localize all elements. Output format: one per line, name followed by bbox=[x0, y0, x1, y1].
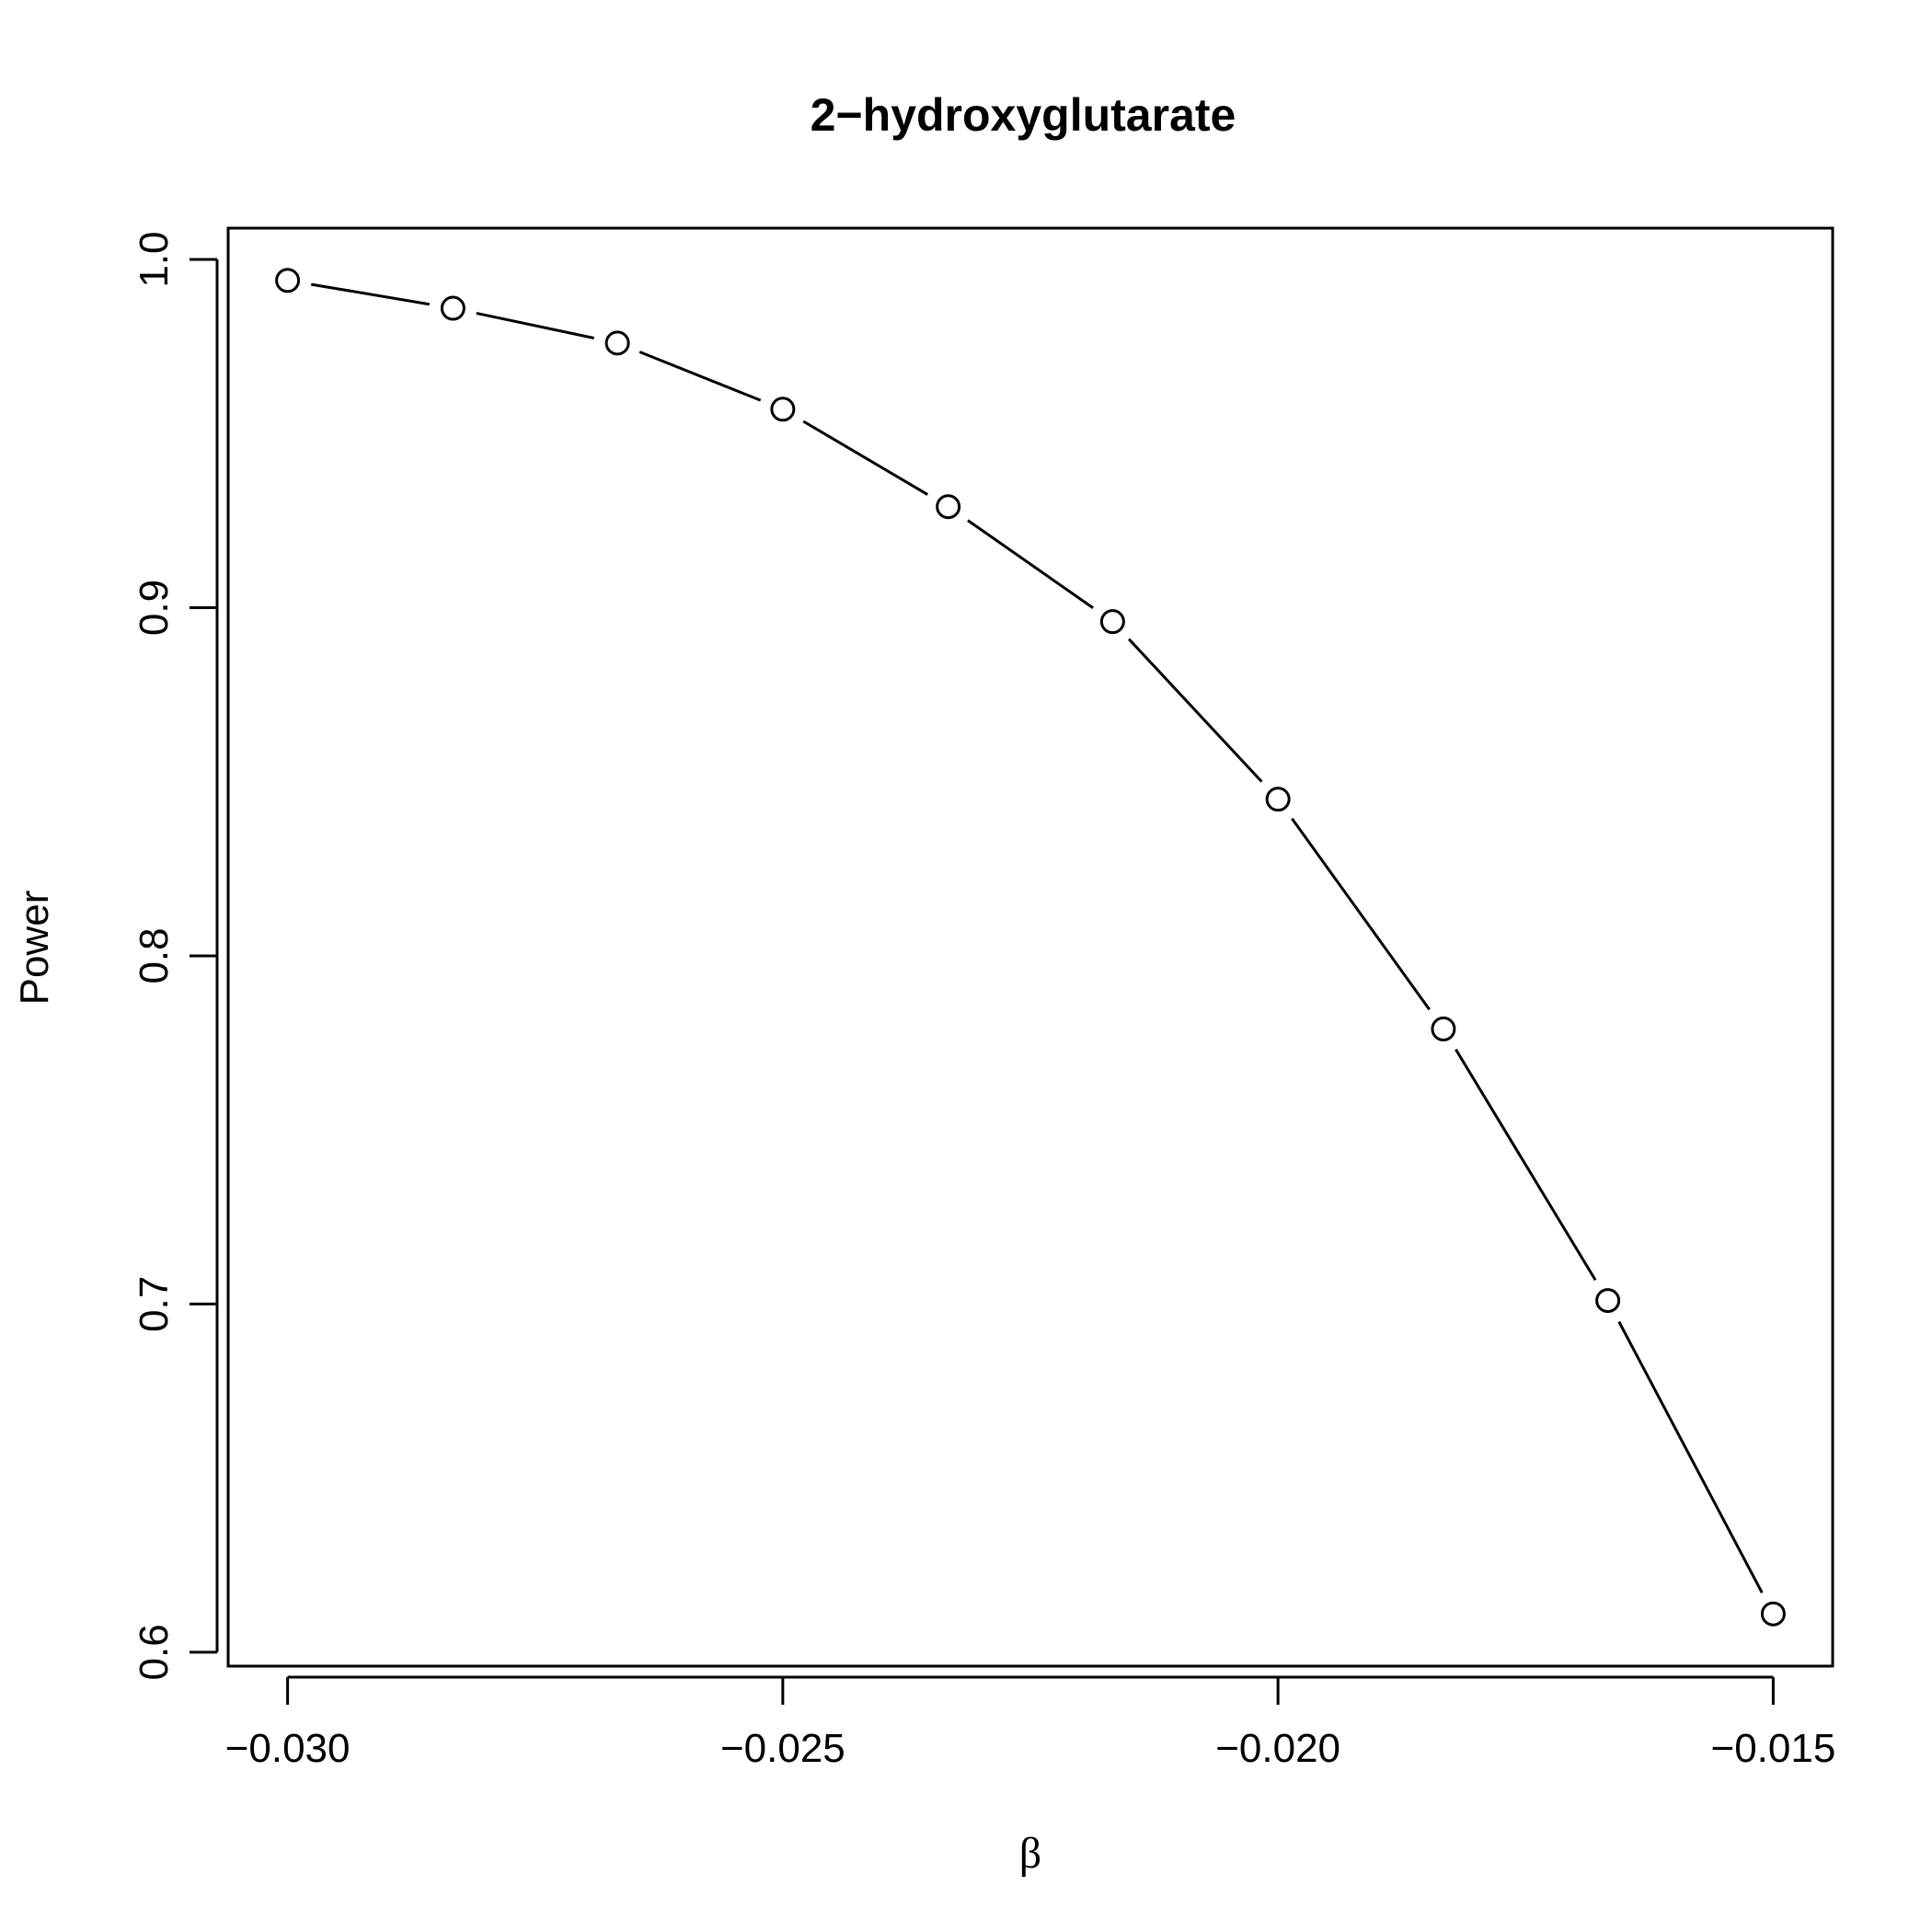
data-point bbox=[1595, 1288, 1621, 1314]
data-point bbox=[770, 397, 796, 422]
y-tick-label: 0.8 bbox=[132, 927, 177, 983]
data-point bbox=[1265, 787, 1291, 812]
x-tick-label: −0.015 bbox=[1711, 1726, 1836, 1771]
series bbox=[275, 268, 1786, 1627]
line-segment bbox=[1291, 817, 1431, 1011]
data-point bbox=[936, 494, 961, 520]
data-point bbox=[275, 268, 301, 293]
line-segment bbox=[476, 311, 594, 339]
line-segment bbox=[802, 420, 929, 496]
x-tick-label: −0.025 bbox=[720, 1726, 845, 1771]
line-segment bbox=[967, 519, 1094, 609]
line-segment bbox=[638, 351, 762, 402]
y-axis-label: Power bbox=[12, 891, 57, 1006]
x-tick-label: −0.030 bbox=[225, 1726, 351, 1771]
y-tick-label: 0.9 bbox=[132, 580, 177, 636]
y-axis: 0.6 0.7 0.8 0.9 1.0 bbox=[132, 231, 219, 1680]
line-segment bbox=[310, 282, 430, 306]
data-point bbox=[1099, 609, 1125, 635]
plot-frame bbox=[226, 226, 1834, 1668]
data-point bbox=[1431, 1016, 1456, 1041]
line-segment bbox=[1127, 638, 1263, 783]
line-segment bbox=[1455, 1048, 1597, 1282]
data-point bbox=[1760, 1601, 1786, 1627]
y-tick-label: 1.0 bbox=[132, 231, 177, 287]
line-segment bbox=[1617, 1320, 1764, 1593]
data-point bbox=[604, 330, 630, 356]
x-axis: −0.030 −0.025 −0.020 −0.015 bbox=[225, 1675, 1836, 1771]
y-tick-label: 0.6 bbox=[132, 1624, 177, 1680]
y-tick-label: 0.7 bbox=[132, 1276, 177, 1332]
x-tick-label: −0.020 bbox=[1215, 1726, 1340, 1771]
data-point bbox=[440, 295, 466, 321]
chart-title: 2−hydroxyglutarate bbox=[811, 89, 1236, 141]
x-axis-label: β bbox=[1019, 1829, 1041, 1878]
